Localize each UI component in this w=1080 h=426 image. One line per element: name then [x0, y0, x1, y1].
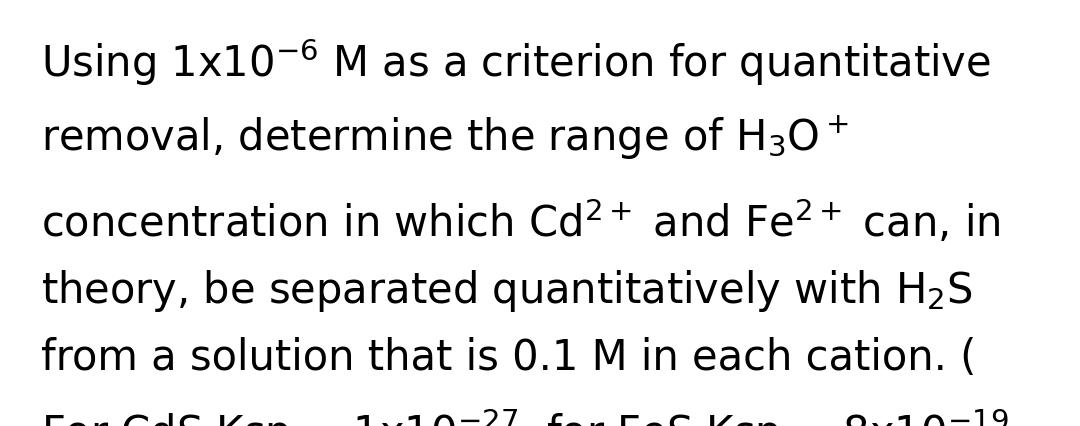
Text: removal, determine the range of H$_3$O$^+$: removal, determine the range of H$_3$O$^… [41, 113, 849, 161]
Text: Using 1x10$^{-6}$ M as a criterion for quantitative: Using 1x10$^{-6}$ M as a criterion for q… [41, 36, 991, 88]
Text: theory, be separated quantitatively with H$_2$S: theory, be separated quantitatively with… [41, 268, 973, 314]
Text: from a solution that is 0.1 M in each cation. (: from a solution that is 0.1 M in each ca… [41, 337, 976, 379]
Text: concentration in which Cd$^{2+}$ and Fe$^{2+}$ can, in: concentration in which Cd$^{2+}$ and Fe$… [41, 198, 1001, 246]
Text: For CdS Ksp = 1x10$^{-27}$, for FeS Ksp = 8x10$^{-19}$: For CdS Ksp = 1x10$^{-27}$, for FeS Ksp … [41, 407, 1009, 426]
